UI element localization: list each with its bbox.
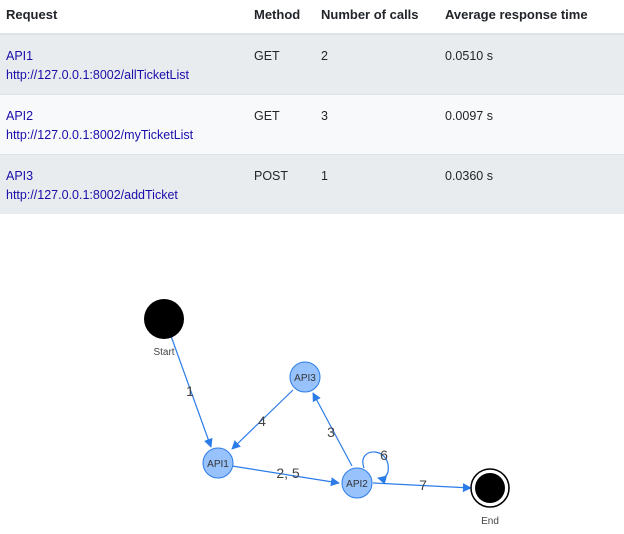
edge-label-api1-api2: 2, 5 <box>276 465 300 481</box>
method-cell: GET <box>248 94 315 155</box>
node-end-label: End <box>481 516 499 527</box>
header-average-response-time: Average response time <box>439 0 624 35</box>
header-method: Method <box>248 0 315 35</box>
request-cell: API3 http://127.0.0.1:8002/addTicket <box>0 154 248 214</box>
request-url-link[interactable]: http://127.0.0.1:8002/myTicketList <box>6 128 194 142</box>
request-name-link[interactable]: API3 <box>6 169 34 183</box>
edge-label-start-api1: 1 <box>186 383 194 399</box>
node-api1[interactable]: API1 <box>202 447 234 479</box>
request-cell: API1 http://127.0.0.1:8002/allTicketList <box>0 33 248 95</box>
edge-label-api2-api3: 3 <box>327 424 335 440</box>
calls-cell: 3 <box>315 94 439 155</box>
calls-cell: 2 <box>315 33 439 95</box>
edge-api2-self[interactable] <box>362 451 389 485</box>
header-number-of-calls: Number of calls <box>315 0 439 35</box>
requests-table: Request Method Number of calls Average r… <box>0 0 624 214</box>
avg-time-cell: 0.0097 s <box>439 94 624 155</box>
edge-api2-api3[interactable] <box>312 392 353 467</box>
table-row: API3 http://127.0.0.1:8002/addTicket POS… <box>0 154 624 214</box>
node-api1-label: API1 <box>207 459 229 470</box>
edge-api1-api2[interactable] <box>231 465 340 487</box>
request-url-link[interactable]: http://127.0.0.1:8002/allTicketList <box>6 68 189 82</box>
edge-label-api2-self: 6 <box>380 447 388 463</box>
header-request: Request <box>0 0 248 35</box>
method-cell: POST <box>248 154 315 214</box>
calls-cell: 1 <box>315 154 439 214</box>
request-name-link[interactable]: API1 <box>6 49 34 63</box>
node-end[interactable]: End <box>470 468 510 527</box>
table-header-row: Request Method Number of calls Average r… <box>0 0 624 35</box>
method-cell: GET <box>248 33 315 95</box>
node-api2-label: API2 <box>346 479 368 490</box>
edge-api3-api1[interactable] <box>231 389 294 450</box>
node-api3[interactable]: API3 <box>289 361 321 393</box>
avg-time-cell: 0.0360 s <box>439 154 624 214</box>
edge-start-api1[interactable] <box>170 335 213 448</box>
request-url-link[interactable]: http://127.0.0.1:8002/addTicket <box>6 188 178 202</box>
call-flow-graph[interactable]: 1 4 2, 5 3 6 7 Start API3 API1 API2 End <box>0 203 624 534</box>
table-row: API1 http://127.0.0.1:8002/allTicketList… <box>0 33 624 95</box>
edge-api2-end[interactable] <box>372 482 472 493</box>
node-start[interactable]: Start <box>144 299 184 358</box>
node-start-label: Start <box>153 347 174 358</box>
request-cell: API2 http://127.0.0.1:8002/myTicketList <box>0 94 248 155</box>
table-row: API2 http://127.0.0.1:8002/myTicketList … <box>0 94 624 155</box>
request-name-link[interactable]: API2 <box>6 109 34 123</box>
node-api3-label: API3 <box>294 373 316 384</box>
edge-label-api3-api1: 4 <box>258 413 266 429</box>
avg-time-cell: 0.0510 s <box>439 33 624 95</box>
edge-label-api2-end: 7 <box>419 477 427 493</box>
node-api2[interactable]: API2 <box>341 467 373 499</box>
